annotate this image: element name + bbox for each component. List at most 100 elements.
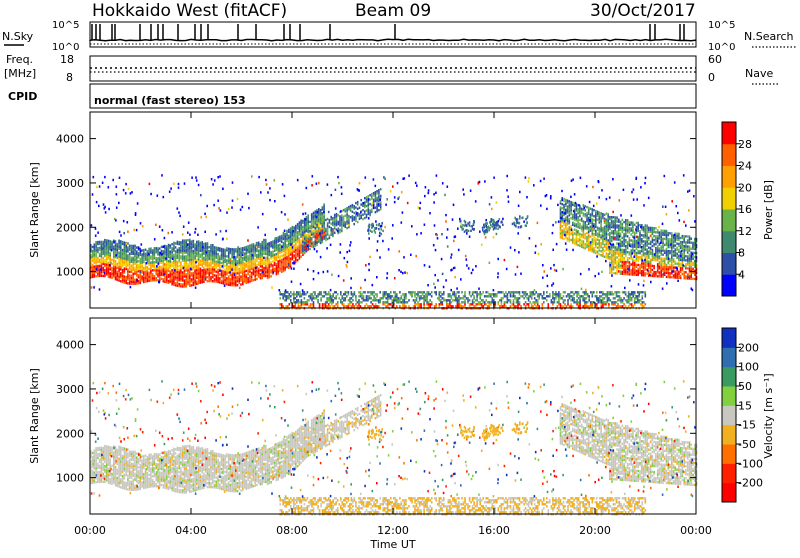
power-cell [136, 250, 138, 252]
power-cell [219, 277, 221, 279]
power-cell [564, 303, 566, 305]
power-cell [345, 208, 347, 210]
power-cell [308, 305, 310, 307]
power-cell [329, 305, 331, 307]
power-cell [538, 305, 540, 307]
power-cell [685, 271, 687, 273]
power-cell [302, 252, 304, 254]
power-cell [141, 275, 143, 277]
power-cell [285, 295, 287, 297]
power-cell [369, 203, 371, 205]
power-cell [461, 301, 463, 303]
power-cell [371, 197, 373, 199]
power-cell [217, 269, 219, 271]
power-cell [514, 295, 516, 297]
power-cell [680, 275, 682, 277]
power-cell [469, 299, 471, 301]
power-cell [357, 208, 359, 210]
power-cell [455, 305, 457, 307]
noise-sky-label: N.Sky [2, 30, 34, 43]
power-cell [191, 240, 193, 242]
power-cell [627, 219, 629, 221]
power-cell [560, 293, 562, 295]
power-cell [334, 214, 336, 216]
power-cell [274, 254, 276, 256]
power-cell [367, 305, 369, 307]
power-cell [516, 291, 518, 293]
power-cell [590, 208, 592, 210]
power-cell [380, 204, 382, 206]
power-cell [535, 299, 537, 301]
power-cell [102, 267, 104, 269]
power-cell [473, 305, 475, 307]
power-cell [316, 244, 318, 246]
power-cell [407, 301, 409, 303]
power-cell [353, 223, 355, 225]
power-cell [581, 240, 583, 242]
power-cell [364, 305, 366, 307]
power-cell [413, 299, 415, 301]
power-cell [641, 234, 643, 236]
power-cell [542, 303, 544, 305]
power-cell [313, 244, 315, 246]
power-cell [341, 230, 343, 232]
freq-unit-label: [MHz] [4, 67, 36, 80]
power-cell [529, 301, 531, 303]
power-cell [242, 257, 244, 259]
power-cell [487, 295, 489, 297]
power-cell [600, 254, 602, 256]
power-cell [475, 299, 477, 301]
power-cell [207, 276, 209, 278]
power-cell [178, 269, 180, 271]
power-cell [295, 293, 297, 295]
power-cell [616, 246, 618, 248]
power-cell [325, 301, 327, 303]
power-cell [258, 242, 260, 244]
power-cell [279, 291, 281, 293]
power-cell [136, 246, 138, 248]
power-cell [513, 299, 515, 301]
power-cell [389, 303, 391, 305]
power-cell [634, 224, 636, 226]
power-cell [352, 206, 354, 208]
power-cell [448, 303, 450, 305]
power-cell [470, 295, 472, 297]
power-cell [247, 255, 249, 257]
noise-right-tick-bottom: 10^0 [708, 42, 735, 53]
power-cell [108, 240, 110, 242]
power-cell [660, 229, 662, 231]
power-cell [357, 305, 359, 307]
power-cell [332, 299, 334, 301]
power-cell [657, 235, 659, 237]
power-cell [528, 303, 530, 305]
power-cell [336, 220, 338, 222]
power-cell [341, 221, 343, 223]
power-cell [304, 244, 306, 246]
power-cell [630, 227, 632, 229]
power-cell [660, 257, 662, 259]
power-cell [645, 272, 647, 274]
power-cell [168, 274, 170, 276]
power-cell [666, 276, 668, 278]
power-cell [99, 241, 101, 243]
power-cell [375, 293, 377, 295]
power-cell [348, 219, 350, 221]
power-cell [363, 295, 365, 297]
power-cell [375, 195, 377, 197]
power-cell [616, 224, 618, 226]
power-cell [97, 247, 99, 249]
power-cell [293, 244, 295, 246]
power-cell [379, 291, 381, 293]
power-cell [322, 303, 324, 305]
power-cell [653, 271, 655, 273]
power-cell [200, 242, 202, 244]
power-cell [306, 250, 308, 252]
power-cell [129, 245, 131, 247]
power-cell [375, 200, 377, 202]
power-cell [557, 301, 559, 303]
power-cell [574, 228, 576, 230]
power-cell [545, 297, 547, 299]
power-cell [205, 242, 207, 244]
power-cell [378, 209, 380, 211]
power-cell [516, 297, 518, 299]
